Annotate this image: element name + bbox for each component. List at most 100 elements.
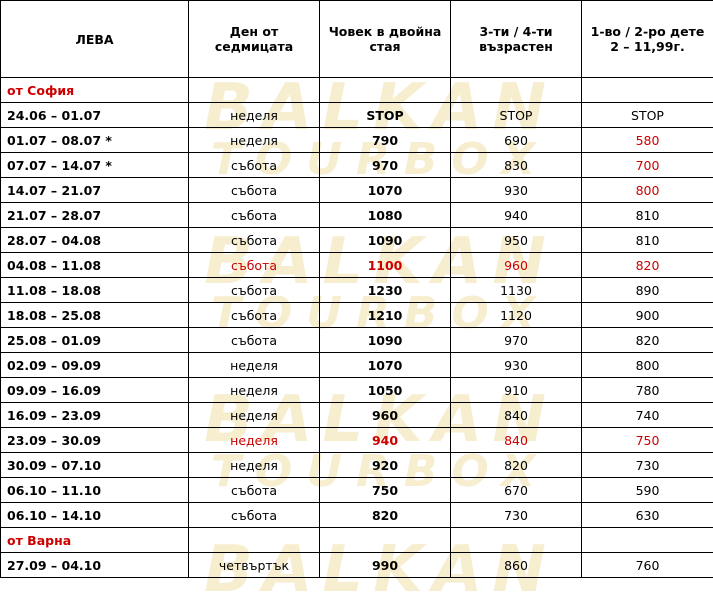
period-cell: 06.10 – 14.10	[0, 502, 189, 528]
section-empty-cell	[581, 77, 713, 103]
period-cell: 04.08 – 11.08	[0, 252, 189, 278]
table-row: 18.08 – 25.08 събота 1210 1120 900	[0, 302, 713, 328]
double-room-price-cell: 1230	[319, 277, 451, 303]
period-cell: 24.06 – 01.07	[0, 102, 189, 128]
weekday-cell: събота	[188, 227, 320, 253]
third-adult-price-cell: STOP	[450, 102, 582, 128]
table-row: 09.09 – 16.09 неделя 1050 910 780	[0, 377, 713, 403]
third-adult-price-cell: 670	[450, 477, 582, 503]
period-cell: 09.09 – 16.09	[0, 377, 189, 403]
third-adult-price-cell: 1130	[450, 277, 582, 303]
period-cell: 21.07 – 28.07	[0, 202, 189, 228]
child-price-cell: 820	[581, 327, 713, 353]
child-price-cell: 810	[581, 227, 713, 253]
weekday-cell: събота	[188, 252, 320, 278]
section-empty-cell	[450, 527, 582, 553]
table-row: 02.09 – 09.09 неделя 1070 930 800	[0, 352, 713, 378]
weekday-cell: неделя	[188, 427, 320, 453]
double-room-price-cell: 970	[319, 152, 451, 178]
double-room-price-cell: 1080	[319, 202, 451, 228]
third-adult-price-cell: 690	[450, 127, 582, 153]
third-adult-price-cell: 840	[450, 427, 582, 453]
child-price-cell: 750	[581, 427, 713, 453]
header-child: 1-во / 2-ро дете 2 – 11,99г.	[581, 0, 713, 78]
table-row: 06.10 – 11.10 събота 750 670 590	[0, 477, 713, 503]
third-adult-price-cell: 940	[450, 202, 582, 228]
child-price-cell: 900	[581, 302, 713, 328]
header-third-adult: 3-ти / 4-ти възрастен	[450, 0, 582, 78]
child-price-cell: STOP	[581, 102, 713, 128]
period-cell: 18.08 – 25.08	[0, 302, 189, 328]
section-row: от София	[0, 77, 713, 103]
period-cell: 16.09 – 23.09	[0, 402, 189, 428]
double-room-price-cell: 1090	[319, 227, 451, 253]
child-price-cell: 590	[581, 477, 713, 503]
section-empty-cell	[319, 527, 451, 553]
header-currency: ЛЕВА	[0, 0, 189, 78]
child-price-cell: 760	[581, 552, 713, 578]
table-row: 23.09 – 30.09 неделя 940 840 750	[0, 427, 713, 453]
weekday-cell: събота	[188, 277, 320, 303]
weekday-cell: събота	[188, 177, 320, 203]
period-cell: 28.07 – 04.08	[0, 227, 189, 253]
table-row: 27.09 – 04.10 четвъртък 990 860 760	[0, 552, 713, 578]
section-title: от София	[0, 77, 189, 103]
table-row: 25.08 – 01.09 събота 1090 970 820	[0, 327, 713, 353]
table-row: 04.08 – 11.08 събота 1100 960 820	[0, 252, 713, 278]
double-room-price-cell: 1050	[319, 377, 451, 403]
weekday-cell: събота	[188, 502, 320, 528]
child-price-cell: 730	[581, 452, 713, 478]
child-price-cell: 740	[581, 402, 713, 428]
weekday-cell: неделя	[188, 377, 320, 403]
period-cell: 27.09 – 04.10	[0, 552, 189, 578]
double-room-price-cell: 1210	[319, 302, 451, 328]
table-row: 14.07 – 21.07 събота 1070 930 800	[0, 177, 713, 203]
double-room-price-cell: 1100	[319, 252, 451, 278]
double-room-price-cell: 820	[319, 502, 451, 528]
third-adult-price-cell: 830	[450, 152, 582, 178]
double-room-price-cell: 1090	[319, 327, 451, 353]
third-adult-price-cell: 910	[450, 377, 582, 403]
table-row: 28.07 – 04.08 събота 1090 950 810	[0, 227, 713, 253]
weekday-cell: събота	[188, 302, 320, 328]
child-price-cell: 580	[581, 127, 713, 153]
third-adult-price-cell: 860	[450, 552, 582, 578]
child-price-cell: 780	[581, 377, 713, 403]
third-adult-price-cell: 930	[450, 352, 582, 378]
weekday-cell: събота	[188, 152, 320, 178]
weekday-cell: четвъртък	[188, 552, 320, 578]
table-row: 21.07 – 28.07 събота 1080 940 810	[0, 202, 713, 228]
table-row: 30.09 – 07.10 неделя 920 820 730	[0, 452, 713, 478]
period-cell: 23.09 – 30.09	[0, 427, 189, 453]
double-room-price-cell: 1070	[319, 177, 451, 203]
third-adult-price-cell: 970	[450, 327, 582, 353]
period-cell: 11.08 – 18.08	[0, 277, 189, 303]
double-room-price-cell: 960	[319, 402, 451, 428]
double-room-price-cell: 750	[319, 477, 451, 503]
weekday-cell: събота	[188, 477, 320, 503]
period-cell: 01.07 – 08.07 *	[0, 127, 189, 153]
child-price-cell: 800	[581, 352, 713, 378]
period-cell: 25.08 – 01.09	[0, 327, 189, 353]
third-adult-price-cell: 930	[450, 177, 582, 203]
section-empty-cell	[319, 77, 451, 103]
weekday-cell: неделя	[188, 102, 320, 128]
child-price-cell: 630	[581, 502, 713, 528]
header-double-room: Човек в двойна стая	[319, 0, 451, 78]
weekday-cell: събота	[188, 327, 320, 353]
double-room-price-cell: 790	[319, 127, 451, 153]
third-adult-price-cell: 1120	[450, 302, 582, 328]
period-cell: 14.07 – 21.07	[0, 177, 189, 203]
section-row: от Варна	[0, 527, 713, 553]
period-cell: 30.09 – 07.10	[0, 452, 189, 478]
third-adult-price-cell: 820	[450, 452, 582, 478]
child-price-cell: 810	[581, 202, 713, 228]
table-row: 24.06 – 01.07 неделя STOP STOP STOP	[0, 102, 713, 128]
table-row: 16.09 – 23.09 неделя 960 840 740	[0, 402, 713, 428]
child-price-cell: 800	[581, 177, 713, 203]
weekday-cell: събота	[188, 202, 320, 228]
table-row: 06.10 – 14.10 събота 820 730 630	[0, 502, 713, 528]
double-room-price-cell: 990	[319, 552, 451, 578]
period-cell: 06.10 – 11.10	[0, 477, 189, 503]
child-price-cell: 700	[581, 152, 713, 178]
